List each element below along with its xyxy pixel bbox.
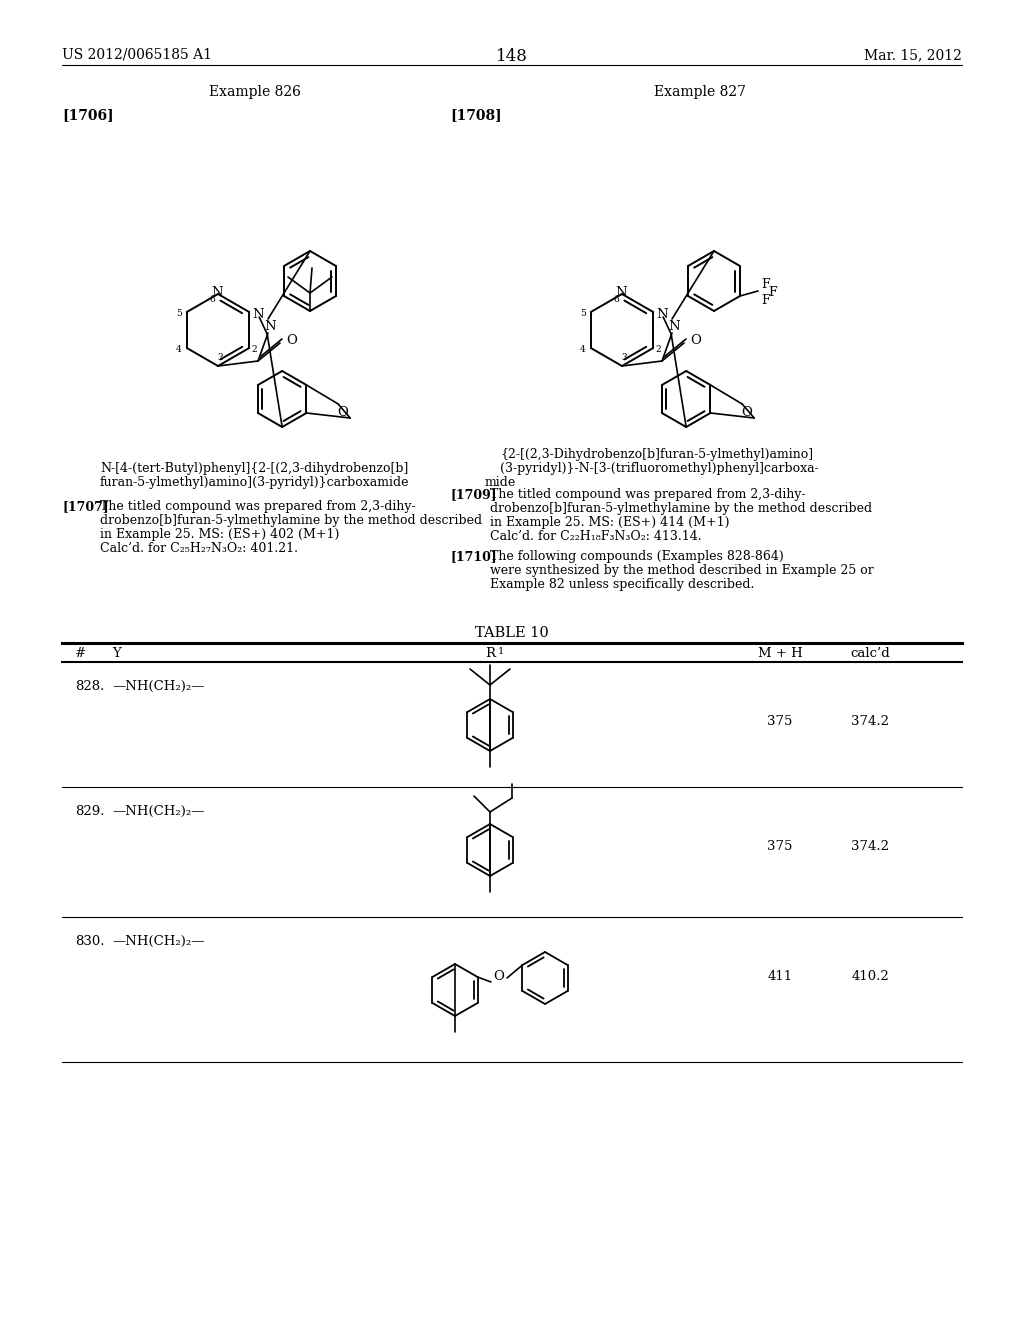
Text: 410.2: 410.2	[851, 970, 889, 983]
Text: [1708]: [1708]	[450, 108, 502, 121]
Text: 1: 1	[498, 647, 504, 656]
Text: mide: mide	[484, 477, 516, 488]
Text: R: R	[485, 647, 495, 660]
Text: 148: 148	[496, 48, 528, 65]
Text: calc’d: calc’d	[850, 647, 890, 660]
Text: F: F	[761, 279, 770, 292]
Text: 5: 5	[176, 309, 182, 318]
Text: 375: 375	[767, 840, 793, 853]
Text: 6: 6	[613, 294, 618, 304]
Text: N: N	[264, 321, 275, 334]
Text: [1709]: [1709]	[450, 488, 497, 502]
Text: 3: 3	[217, 354, 223, 363]
Text: 2: 2	[655, 346, 660, 355]
Text: N: N	[211, 285, 223, 298]
Text: furan-5-ylmethyl)amino](3-pyridyl)}carboxamide: furan-5-ylmethyl)amino](3-pyridyl)}carbo…	[100, 477, 410, 488]
Text: The following compounds (Examples 828-864): The following compounds (Examples 828-86…	[490, 550, 783, 564]
Text: O: O	[338, 405, 348, 418]
Text: —NH(CH₂)₂—: —NH(CH₂)₂—	[112, 935, 205, 948]
Text: N-[4-(tert-Butyl)phenyl]{2-[(2,3-dihydrobenzo[b]: N-[4-(tert-Butyl)phenyl]{2-[(2,3-dihydro…	[100, 462, 409, 475]
Text: Example 826: Example 826	[209, 84, 301, 99]
Text: O: O	[494, 969, 505, 982]
Text: in Example 25. MS: (ES+) 414 (M+1): in Example 25. MS: (ES+) 414 (M+1)	[490, 516, 729, 529]
Text: Example 82 unless specifically described.: Example 82 unless specifically described…	[490, 578, 755, 591]
Text: F: F	[768, 286, 776, 300]
Text: drobenzo[b]furan-5-ylmethylamine by the method described: drobenzo[b]furan-5-ylmethylamine by the …	[100, 513, 482, 527]
Text: 411: 411	[767, 970, 793, 983]
Text: O: O	[286, 334, 297, 346]
Text: Calc’d. for C₂₂H₁₈F₃N₃O₂: 413.14.: Calc’d. for C₂₂H₁₈F₃N₃O₂: 413.14.	[490, 531, 701, 543]
Text: [1710]: [1710]	[450, 550, 497, 564]
Text: —NH(CH₂)₂—: —NH(CH₂)₂—	[112, 680, 205, 693]
Text: N: N	[669, 321, 680, 334]
Text: O: O	[690, 334, 700, 346]
Text: 3: 3	[622, 354, 627, 363]
Text: 5: 5	[580, 309, 586, 318]
Text: in Example 25. MS: (ES+) 402 (M+1): in Example 25. MS: (ES+) 402 (M+1)	[100, 528, 339, 541]
Text: The titled compound was prepared from 2,3-dihy-: The titled compound was prepared from 2,…	[490, 488, 806, 502]
Text: N: N	[252, 308, 264, 321]
Text: US 2012/0065185 A1: US 2012/0065185 A1	[62, 48, 212, 62]
Text: Example 827: Example 827	[654, 84, 746, 99]
Text: 374.2: 374.2	[851, 840, 889, 853]
Text: Mar. 15, 2012: Mar. 15, 2012	[864, 48, 962, 62]
Text: 375: 375	[767, 715, 793, 729]
Text: N: N	[615, 285, 627, 298]
Text: Calc’d. for C₂₅H₂₇N₃O₂: 401.21.: Calc’d. for C₂₅H₂₇N₃O₂: 401.21.	[100, 543, 298, 554]
Text: #: #	[75, 647, 86, 660]
Text: 829.: 829.	[75, 805, 104, 818]
Text: were synthesized by the method described in Example 25 or: were synthesized by the method described…	[490, 564, 873, 577]
Text: 4: 4	[176, 346, 181, 355]
Text: 4: 4	[580, 346, 586, 355]
Text: {2-[(2,3-Dihydrobenzo[b]furan-5-ylmethyl)amino]: {2-[(2,3-Dihydrobenzo[b]furan-5-ylmethyl…	[500, 447, 813, 461]
Text: The titled compound was prepared from 2,3-dihy-: The titled compound was prepared from 2,…	[100, 500, 416, 513]
Text: TABLE 10: TABLE 10	[475, 626, 549, 640]
Text: [1707]: [1707]	[62, 500, 109, 513]
Text: [1706]: [1706]	[62, 108, 114, 121]
Text: 828.: 828.	[75, 680, 104, 693]
Text: M + H: M + H	[758, 647, 803, 660]
Text: 6: 6	[209, 294, 215, 304]
Text: —NH(CH₂)₂—: —NH(CH₂)₂—	[112, 805, 205, 818]
Text: 374.2: 374.2	[851, 715, 889, 729]
Text: 2: 2	[251, 346, 257, 355]
Text: 830.: 830.	[75, 935, 104, 948]
Text: O: O	[741, 405, 753, 418]
Text: drobenzo[b]furan-5-ylmethylamine by the method described: drobenzo[b]furan-5-ylmethylamine by the …	[490, 502, 872, 515]
Text: Y: Y	[112, 647, 121, 660]
Text: N: N	[656, 308, 668, 321]
Text: F: F	[761, 294, 770, 308]
Text: (3-pyridyl)}-N-[3-(trifluoromethyl)phenyl]carboxa-: (3-pyridyl)}-N-[3-(trifluoromethyl)pheny…	[500, 462, 819, 475]
